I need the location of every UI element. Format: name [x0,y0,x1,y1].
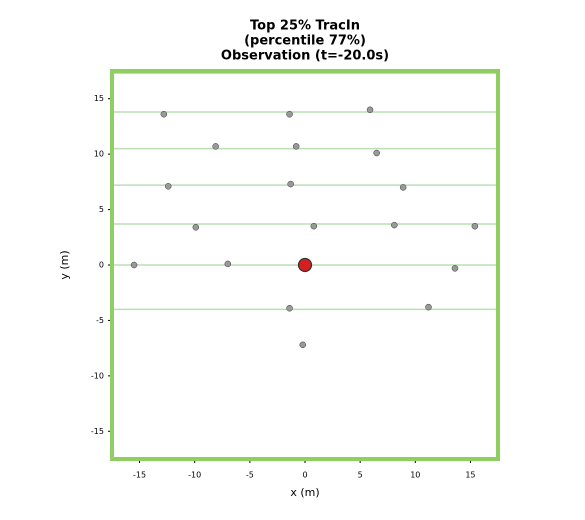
x-tick-label: 10 [410,471,420,480]
point [299,341,307,349]
point [286,304,293,312]
point [399,184,407,191]
chart-title: Observation (t=-20.0s) [221,49,389,64]
y-tick-label: -5 [96,316,104,325]
x-tick-label: 5 [358,471,363,480]
point [130,261,138,269]
point [212,143,219,150]
x-tick-label: 0 [302,471,307,480]
point [287,180,294,188]
y-tick-label: 5 [99,205,104,214]
point [471,222,479,230]
point [286,110,293,118]
y-tick-label: 15 [94,94,104,103]
point [164,183,172,190]
x-tick-label: -5 [246,471,254,480]
point [192,224,200,231]
point [224,260,232,268]
point [160,110,168,118]
y-tick-label: -15 [91,427,104,436]
x-axis-label: x (m) [290,486,319,499]
point [373,149,380,157]
x-tick-label: 15 [465,471,475,480]
chart-title: (percentile 77%) [244,34,366,49]
y-tick-label: 10 [94,150,104,159]
point [366,106,374,114]
y-tick-label: 0 [99,261,104,270]
x-tick-label: -15 [133,471,146,480]
point [292,143,300,150]
y-tick-label: -10 [91,371,104,380]
point [297,257,313,273]
point [425,303,432,311]
plot-frame [110,69,500,461]
point [391,221,398,229]
point [451,265,459,272]
y-axis-label: y (m) [58,250,71,279]
chart-title: Top 25% TracIn [250,19,360,34]
point [310,222,318,230]
x-tick-label: -10 [188,471,201,480]
